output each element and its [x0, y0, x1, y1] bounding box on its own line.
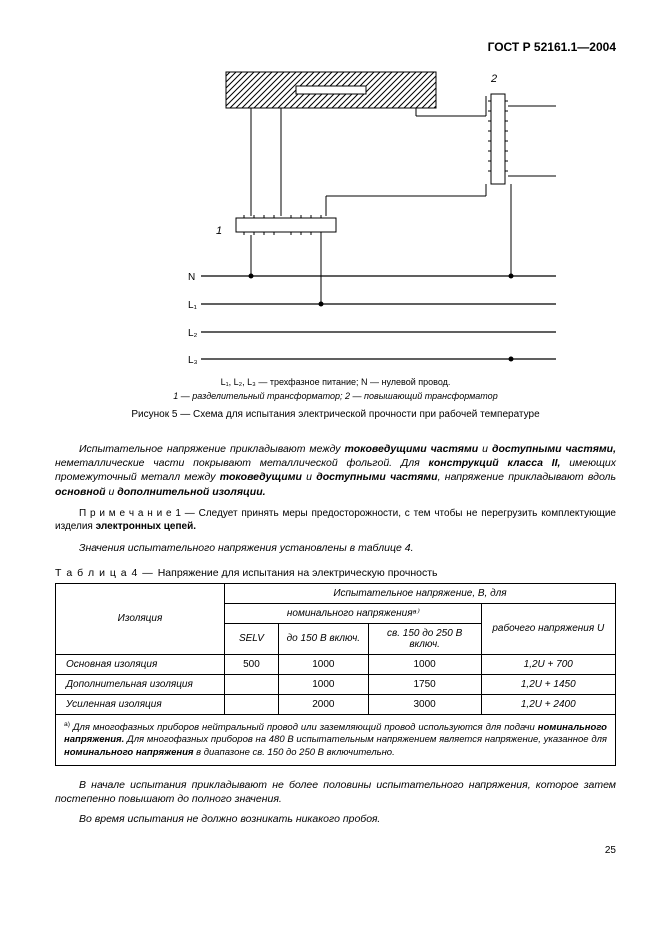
th-insulation: Изоляция [56, 583, 225, 654]
th-over150to250: св. 150 до 250 В включ. [368, 623, 481, 654]
table-4: Изоляция Испытательное напряжение, В, дл… [55, 583, 616, 766]
page-number: 25 [55, 845, 616, 856]
paragraph-2: Значения испытательного напряжения устан… [55, 541, 616, 555]
paragraph-4: Во время испытания не должно возникать н… [55, 812, 616, 826]
figure-label-l3: L₃ [188, 355, 198, 366]
table-row: Дополнительная изоляция 1000 1750 1,2U +… [56, 674, 616, 694]
figure-legend-1: L₁, L₂, L₃ — трехфазное питание; N — нул… [55, 377, 616, 387]
th-working: рабочего напряжения U [481, 603, 615, 654]
paragraph-3: В начале испытания прикладывают не более… [55, 778, 616, 806]
th-selv: SELV [224, 623, 278, 654]
table-caption: Т а б л и ц а 4 — Напряжение для испытан… [55, 567, 616, 579]
th-test-voltage: Испытательное напряжение, В, для [224, 583, 615, 603]
figure-title: Рисунок 5 — Схема для испытания электрич… [55, 409, 616, 420]
figure-label-l1: L₁ [188, 300, 198, 311]
figure-label-2: 2 [490, 73, 497, 85]
paragraph-1: Испытательное напряжение прикладывают ме… [55, 442, 616, 499]
note-1: П р и м е ч а н и е 1 — Следует принять … [55, 507, 616, 533]
figure-legend-2: 1 — разделительный трансформатор; 2 — по… [55, 391, 616, 401]
figure-label-l2: L₂ [188, 328, 198, 339]
table-footnote: a) Для многофазных приборов нейтральный … [56, 714, 616, 765]
figure-label-1: 1 [216, 225, 222, 237]
standard-code: ГОСТ Р 52161.1—2004 [55, 40, 616, 54]
table-row: Усиленная изоляция 2000 3000 1,2U + 2400 [56, 694, 616, 714]
table-row: Основная изоляция 500 1000 1000 1,2U + 7… [56, 654, 616, 674]
figure-label-n: N [188, 272, 195, 283]
th-nominal: номинального напряженияᵃ⁾ [224, 603, 481, 623]
th-upto150: до 150 В включ. [278, 623, 368, 654]
figure-5: 2 1 [55, 66, 616, 369]
